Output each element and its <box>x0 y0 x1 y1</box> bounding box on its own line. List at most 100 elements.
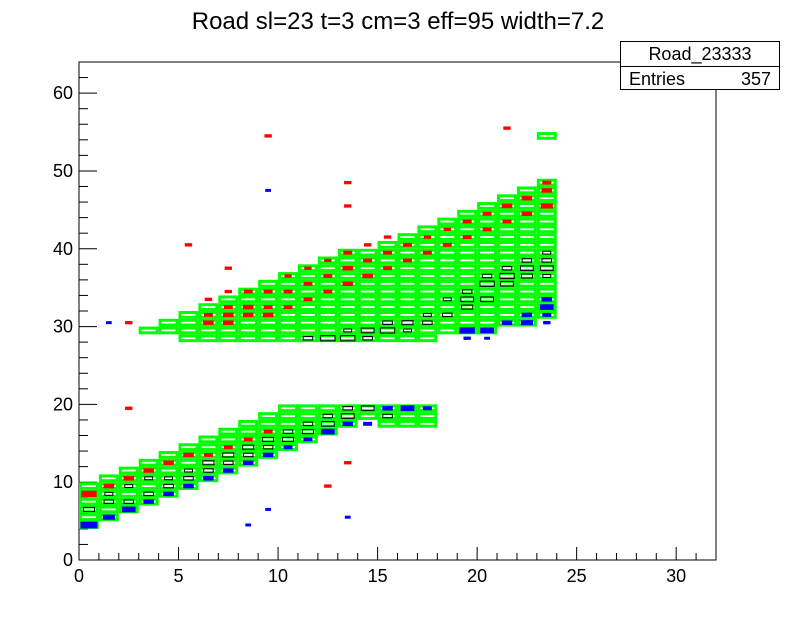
black-box-cell <box>282 429 294 434</box>
black-box-cell <box>203 468 214 473</box>
road-cell <box>377 412 398 420</box>
road-cell <box>377 264 398 273</box>
black-box-cell <box>302 421 314 427</box>
red-box-cell <box>324 258 332 263</box>
road-cell <box>477 287 498 296</box>
road-cell <box>278 404 298 413</box>
road-cell <box>297 287 318 296</box>
red-box-cell <box>263 305 273 310</box>
red-box-cell <box>223 312 234 318</box>
road-cell <box>477 311 498 319</box>
x-tick-label: 20 <box>467 566 487 586</box>
black-box-cell <box>521 258 533 263</box>
road-cell <box>516 248 537 257</box>
red-box-cell <box>542 180 552 185</box>
road-cell <box>158 466 179 475</box>
blue-box-cell <box>303 437 313 442</box>
black-box-cell <box>340 335 356 342</box>
red-box-cell <box>462 219 472 224</box>
road-cell <box>218 466 239 475</box>
road-cell <box>357 334 378 343</box>
black-box-cell <box>542 274 552 278</box>
red-box-cell <box>81 490 97 497</box>
black-box-cell <box>539 265 554 272</box>
red-box-cell <box>263 289 273 294</box>
road-cell <box>377 279 398 288</box>
black-box-cell <box>461 289 473 294</box>
blue-box-cell <box>521 312 533 318</box>
road-cell <box>497 217 517 226</box>
road-cell <box>516 209 537 218</box>
road-cell <box>477 248 498 257</box>
red-box-cell <box>303 281 313 286</box>
red-box-cell <box>344 204 352 208</box>
road-cell <box>417 326 438 335</box>
red-box-cell <box>462 235 472 240</box>
blue-box-cell <box>400 405 415 412</box>
black-box-cell <box>343 328 353 333</box>
blue-box-cell <box>102 514 115 520</box>
road-cell <box>118 497 139 506</box>
road-cell <box>457 318 478 327</box>
red-box-cell <box>264 134 272 138</box>
road-cell <box>238 451 259 459</box>
y-tick-label: 0 <box>63 550 73 570</box>
road-cell <box>536 279 557 288</box>
road-cell <box>516 303 537 311</box>
road-cell <box>417 334 438 343</box>
black-box-cell <box>501 265 513 271</box>
road-cell <box>437 240 458 249</box>
blue-box-cell <box>163 491 174 497</box>
road-cell <box>238 295 259 304</box>
black-box-cell <box>262 444 274 450</box>
road-cell <box>198 326 219 335</box>
red-box-cell <box>103 483 115 489</box>
road-cell <box>258 412 279 420</box>
red-box-cell <box>283 289 293 294</box>
red-box-cell <box>383 250 393 255</box>
road-cell <box>536 248 557 257</box>
black-box-cell <box>242 452 254 458</box>
road-cell <box>377 334 398 343</box>
road-cell <box>357 279 378 288</box>
red-box-cell <box>521 195 533 201</box>
black-box-cell <box>222 452 235 458</box>
y-tick-label: 10 <box>53 472 73 492</box>
x-tick-label: 15 <box>368 566 388 586</box>
road-cell <box>178 326 199 335</box>
road-cell <box>457 248 478 257</box>
road-cell <box>536 209 557 218</box>
road-cell <box>98 497 119 506</box>
road-cell <box>258 287 279 296</box>
road-cell <box>238 303 259 311</box>
road-cell <box>377 303 398 311</box>
red-box-cell <box>123 476 135 481</box>
road-cell <box>317 311 338 319</box>
road-cell <box>417 404 438 413</box>
y-tick-label: 20 <box>53 394 73 414</box>
road-cell <box>317 404 338 413</box>
road-cell <box>377 404 398 413</box>
blue-box-cell <box>520 320 533 326</box>
road-cell <box>536 233 557 241</box>
red-box-cell <box>442 242 452 247</box>
road-cell <box>397 326 418 335</box>
red-box-cell <box>243 437 253 442</box>
black-box-cell <box>362 335 373 341</box>
road-cell <box>457 209 478 218</box>
road-cell <box>516 279 537 288</box>
blue-box-cell <box>203 476 214 481</box>
black-box-cell <box>360 405 375 412</box>
road-cell <box>218 458 239 467</box>
y-tick-label: 30 <box>53 317 73 337</box>
blue-box-cell <box>143 499 154 504</box>
road-cell <box>437 311 458 319</box>
red-box-cell <box>383 235 392 239</box>
road-cell <box>437 217 458 226</box>
road-cell <box>497 225 517 234</box>
black-box-cell <box>520 265 534 272</box>
road-cell <box>297 404 318 413</box>
y-tick-label: 50 <box>53 161 73 181</box>
road-cell <box>437 279 458 288</box>
road-cell <box>138 458 159 467</box>
